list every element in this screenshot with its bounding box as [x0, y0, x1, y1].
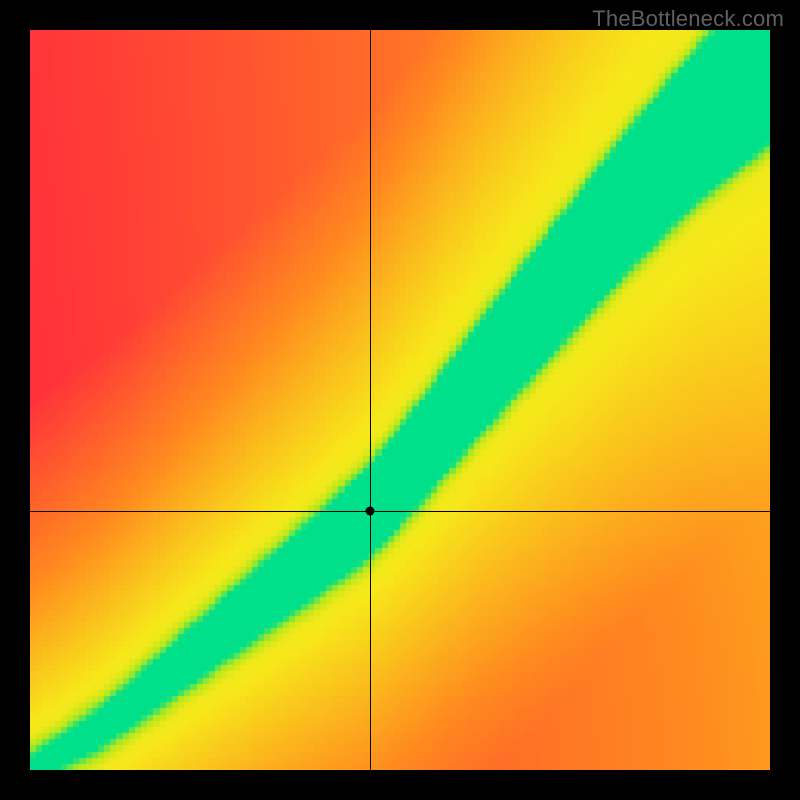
heatmap-canvas [30, 30, 770, 770]
crosshair-horizontal [30, 511, 770, 512]
crosshair-marker [366, 507, 375, 516]
plot-area [30, 30, 770, 770]
watermark-label: TheBottleneck.com [592, 6, 784, 32]
chart-container: TheBottleneck.com [0, 0, 800, 800]
crosshair-vertical [370, 30, 371, 770]
